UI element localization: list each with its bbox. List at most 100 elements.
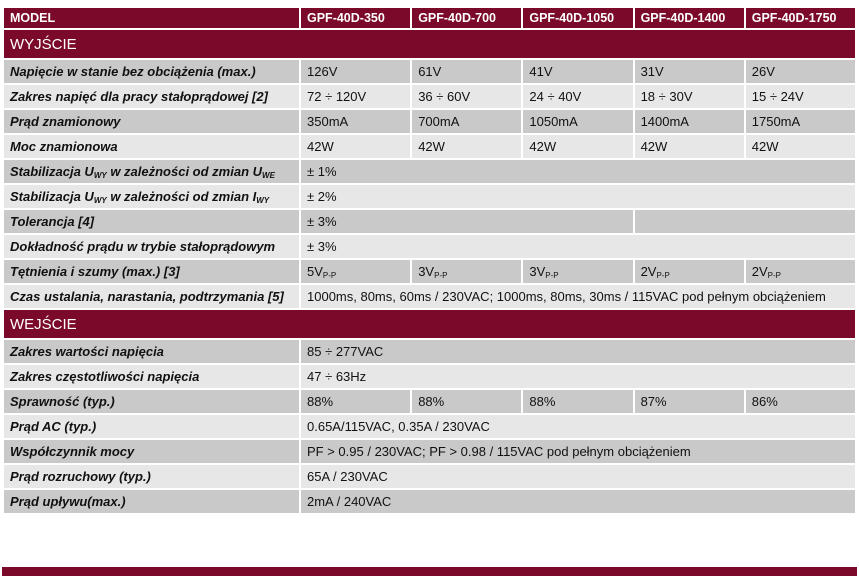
value-cell: ± 3% [299, 233, 857, 260]
text-part: w zależności od zmian I [106, 188, 257, 204]
text-part: Sprawność (typ.) [10, 394, 115, 409]
blank-cell [632, 208, 858, 235]
value-cell: 2VP-P [743, 258, 858, 285]
value-cell: 36 ÷ 60V [410, 83, 524, 110]
row-label: Moc znamionowa [2, 133, 301, 160]
value-cell: 41V [521, 58, 635, 85]
spec-row: Współczynnik mocy PF > 0.95 / 230VAC; PF … [2, 438, 857, 465]
header-cell: GPF-40D-1400 [632, 6, 746, 30]
value-cell: ± 2% [299, 183, 857, 210]
value-cell: 1750mA [743, 108, 858, 135]
text-part: 5V [307, 263, 323, 279]
text-part: Prąd AC (typ.) [10, 419, 97, 434]
text-part: Stabilizacja U [10, 163, 94, 179]
text-part: w zależności od zmian U [106, 163, 263, 179]
value-cell: 42W [298, 133, 413, 160]
header-cell: MODEL [2, 6, 301, 30]
text-part: Tolerancja [4] [10, 214, 95, 229]
text-part: 3V [418, 263, 435, 279]
spec-row: Prąd rozruchowy (typ.) 65A / 230VAC [2, 463, 857, 490]
section-row: WEJŚCIE [2, 308, 857, 340]
row-label: Stabilizacja UWY w zależności od zmian I… [2, 183, 301, 210]
spec-row: Prąd AC (typ.) 0.65A/115VAC, 0.35A / 230V… [2, 413, 857, 440]
value-cell: ± 1% [299, 158, 857, 185]
row-label: Prąd upływu(max.) [2, 488, 301, 515]
value-cell: 15 ÷ 24V [743, 83, 858, 110]
value-cell: 126V [298, 58, 413, 85]
text-part: 2V [640, 263, 657, 279]
value-cell: 42W [410, 133, 524, 160]
row-label: Tętnienia i szumy (max.) [3] [2, 258, 301, 285]
value-cell: 88% [298, 388, 413, 415]
section-row: WYJŚCIE [2, 28, 857, 60]
section-title: WEJŚCIE [2, 308, 857, 340]
value-cell: 42W [521, 133, 635, 160]
text-part: Zakres częstotliwości napięcia [10, 369, 200, 384]
row-label: Zakres napięć dla pracy stałoprądowej [2… [2, 83, 301, 110]
row-label: Stabilizacja UWY w zależności od zmian U… [2, 158, 301, 185]
subscript: P-P [434, 270, 448, 280]
subscript: P-P [545, 270, 559, 280]
spec-row: Moc znamionowa 42W 42W 42W 42W 42W [2, 133, 858, 160]
text-part: Prąd znamionowy [10, 114, 121, 129]
subscript: WY [256, 195, 270, 205]
subscript: P-P [767, 270, 781, 280]
row-label: Prąd AC (typ.) [2, 413, 301, 440]
header-cell: GPF-40D-700 [410, 6, 524, 30]
value-cell: 47 ÷ 63Hz [299, 363, 857, 390]
value-cell: 87% [632, 388, 746, 415]
spec-row: Stabilizacja UWY w zależności od zmian U… [2, 158, 857, 185]
value-cell: 1000ms, 80ms, 60ms / 230VAC; 1000ms, 80m… [299, 283, 857, 310]
value-cell: 42W [632, 133, 746, 160]
subscript: P-P [656, 270, 670, 280]
spec-row: Sprawność (typ.) 88% 88% 88% 87% 86% [2, 388, 858, 415]
value-cell: 24 ÷ 40V [521, 83, 635, 110]
text-part: Moc znamionowa [10, 139, 118, 154]
value-cell: 1050mA [521, 108, 635, 135]
text-part: 2V [751, 263, 768, 279]
spec-row: Napięcie w stanie bez obciążenia (max.) 1… [2, 58, 858, 85]
spec-row: Zakres wartości napięcia 85 ÷ 277VAC [2, 338, 857, 365]
value-cell: 2VP-P [632, 258, 746, 285]
row-label: Zakres częstotliwości napięcia [2, 363, 301, 390]
text-part: Współczynnik mocy [10, 444, 135, 459]
text-part: Napięcie w stanie bez obciążenia (max.) [10, 64, 256, 79]
row-label: Czas ustalania, narastania, podtrzymania… [2, 283, 301, 310]
subscript: WE [262, 170, 275, 180]
header-cell: GPF-40D-350 [298, 6, 413, 30]
row-label: Dokładność prądu w trybie stałoprądowym [2, 233, 301, 260]
subscript: WY [93, 170, 107, 180]
value-cell: 1400mA [632, 108, 746, 135]
value-cell: 88% [521, 388, 635, 415]
subscript: WY [93, 195, 107, 205]
value-cell: 88% [410, 388, 524, 415]
spec-row: Zakres napięć dla pracy stałoprądowej [2… [2, 83, 858, 110]
spec-table: MODEL GPF-40D-350 GPF-40D-700 GPF-40D-1050 G… [2, 6, 858, 515]
spec-row: Zakres częstotliwości napięcia 47 ÷ 63Hz [2, 363, 857, 390]
text-part: Stabilizacja U [10, 188, 94, 204]
spec-row: Tolerancja [4] ± 3% [2, 208, 858, 235]
header-row: MODEL GPF-40D-350 GPF-40D-700 GPF-40D-1050 G… [2, 6, 858, 30]
subscript: P-P [322, 270, 337, 280]
value-cell: 85 ÷ 277VAC [299, 338, 857, 365]
value-cell: 86% [743, 388, 858, 415]
value-cell: 350mA [298, 108, 413, 135]
text-part: Dokładność prądu w trybie stałoprądowym [10, 239, 276, 254]
text-part: Czas ustalania, narastania, podtrzymania… [10, 289, 284, 304]
value-cell: 2mA / 240VAC [299, 488, 857, 515]
spec-row: Dokładność prądu w trybie stałoprądowym ±… [2, 233, 857, 260]
value-cell: 65A / 230VAC [299, 463, 857, 490]
value-cell: 3VP-P [521, 258, 635, 285]
spec-row: Tętnienia i szumy (max.) [3] 5VP-P 3VP-P 3V… [2, 258, 858, 285]
header-cell: GPF-40D-1050 [521, 6, 635, 30]
value-cell: 5VP-P [298, 258, 413, 285]
value-cell: PF > 0.95 / 230VAC; PF > 0.98 / 115VAC p… [299, 438, 857, 465]
row-label: Prąd rozruchowy (typ.) [2, 463, 301, 490]
value-cell: 31V [632, 58, 746, 85]
row-label: Sprawność (typ.) [2, 388, 301, 415]
row-label: Zakres wartości napięcia [2, 338, 301, 365]
text-part: Tętnienia i szumy (max.) [3] [10, 264, 180, 279]
text-part: Zakres wartości napięcia [10, 344, 164, 359]
text-part: Prąd rozruchowy (typ.) [10, 469, 151, 484]
